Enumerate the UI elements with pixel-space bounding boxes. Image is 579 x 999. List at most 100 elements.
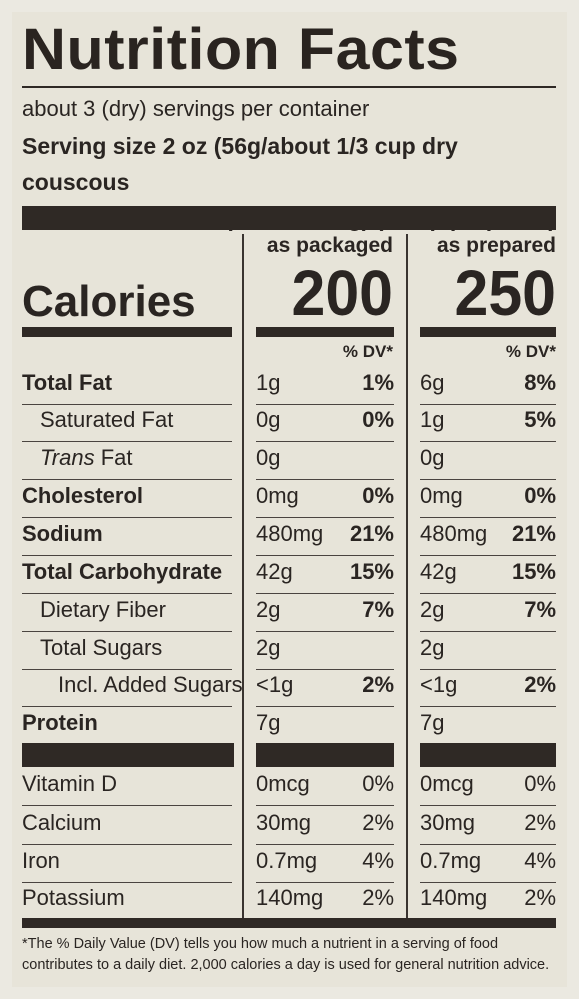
row-separator [22, 844, 232, 845]
amount-packaged: 2g [256, 597, 281, 622]
amount-packaged: 30mg [256, 810, 312, 835]
dv-packaged: 0% [362, 771, 394, 796]
amount-packaged: 7g [256, 710, 281, 735]
row-separator [256, 882, 394, 883]
row-separator [420, 706, 556, 707]
row-separator [22, 404, 232, 405]
calories-label: Calories [22, 277, 196, 326]
dv-prepared: 0% [524, 771, 556, 796]
nutrient-name: Dietary Fiber [40, 597, 166, 622]
dv-prepared: 0% [524, 483, 556, 508]
row-separator [420, 669, 556, 670]
serving-thick-bar [22, 206, 556, 230]
nutrient-name: Saturated Fat [40, 407, 174, 432]
dv-packaged: 4% [362, 848, 394, 873]
row-separator [22, 479, 232, 480]
dv-prepared: 2% [524, 810, 556, 835]
nutrient-row: Sodium 480mg 21% 480mg 21% [22, 517, 562, 555]
nutrient-row: Incl. Added Sugars <1g 2% <1g 2% [22, 668, 562, 706]
serving-size-line-1: Serving size 2 oz (56g/about 1/3 cup dry… [22, 133, 458, 195]
row-separator [22, 805, 232, 806]
amount-packaged: 140mg [256, 885, 324, 910]
protein-bar-prepared [420, 743, 556, 767]
row-separator [22, 882, 232, 883]
amount-prepared: 6g [420, 370, 445, 395]
nutrient-row: Total Carbohydrate 42g 15% 42g 15% [22, 555, 562, 593]
footnote: *The % Daily Value (DV) tells you how mu… [22, 936, 550, 973]
column-header-packaged: as packaged [266, 234, 393, 257]
title-rule [22, 86, 556, 88]
row-separator [420, 631, 556, 632]
amount-prepared: 0g [420, 445, 445, 470]
nutrition-label-panel [12, 12, 567, 987]
calories-rule-label [22, 327, 232, 337]
row-separator [22, 517, 232, 518]
nutrient-name: Total Sugars [40, 635, 163, 660]
amount-prepared: 1g [420, 407, 445, 432]
dv-prepared: 21% [511, 521, 556, 546]
row-separator [22, 441, 232, 442]
amount-packaged: 0mg [256, 483, 299, 508]
nutrient-name: Cholesterol [22, 483, 144, 508]
vitamin-row: Vitamin D 0mcg 0% 0mcg 0% [22, 767, 562, 805]
dv-header-packaged: % DV* [342, 342, 393, 361]
amount-packaged: 2g [256, 635, 281, 660]
calories-rule-prepared [420, 327, 556, 337]
nutrient-name: Total Carbohydrate [22, 559, 223, 584]
nutrient-name: Incl. Added Sugars [58, 672, 243, 697]
dv-prepared: 15% [511, 559, 556, 584]
dv-packaged: 2% [362, 810, 394, 835]
amount-packaged: 480mg [256, 521, 324, 546]
label-title: Nutrition Facts [22, 17, 460, 82]
nutrient-row: Dietary Fiber 2g 7% 2g 7% [22, 593, 562, 631]
row-separator [22, 631, 232, 632]
row-separator [256, 805, 394, 806]
dv-packaged: 15% [349, 559, 394, 584]
vitamin-row: Iron 0.7mg 4% 0.7mg 4% [22, 844, 562, 882]
amount-prepared: 0.7mg [420, 848, 482, 873]
dv-packaged: 0% [362, 407, 394, 432]
amount-prepared: 480mg [420, 521, 488, 546]
amount-packaged: 0.7mg [256, 848, 318, 873]
dv-prepared: 5% [524, 407, 556, 432]
nutrient-row: Trans Fat 0g 0g [22, 441, 562, 479]
nutrient-name-italic: Trans [40, 445, 95, 470]
row-separator [256, 593, 394, 594]
nutrient-name: Trans Fat [40, 445, 133, 471]
amount-prepared: 42g [420, 559, 457, 584]
calories-rule-packaged [256, 327, 394, 337]
dv-packaged: 1% [362, 370, 394, 395]
amount-prepared: 140mg [420, 885, 488, 910]
row-separator [256, 706, 394, 707]
row-separator [22, 593, 232, 594]
nutrient-row: Total Sugars 2g 2g [22, 631, 562, 669]
amount-packaged: 0g [256, 445, 281, 470]
vitamin-row: Potassium 140mg 2% 140mg 2% [22, 881, 562, 919]
amount-prepared: 2g [420, 635, 445, 660]
nutrient-name: Total Fat [22, 370, 113, 395]
row-separator [420, 404, 556, 405]
nutrient-row: Total Fat 1g 1% 6g 8% [22, 366, 562, 404]
nutrient-name-rest: Fat [94, 445, 133, 470]
dv-header-prepared: % DV* [505, 342, 556, 361]
amount-prepared: 2g [420, 597, 445, 622]
row-separator [256, 844, 394, 845]
amount-packaged: 1g [256, 370, 281, 395]
nutrient-row: Cholesterol 0mg 0% 0mg 0% [22, 479, 562, 517]
calories-packaged: 200 [291, 257, 393, 329]
row-separator [256, 669, 394, 670]
nutrient-name: Protein [22, 710, 98, 735]
nutrient-row: Protein 7g 7g [22, 706, 562, 744]
row-separator [420, 517, 556, 518]
nutrient-row: Saturated Fat 0g 0% 1g 5% [22, 403, 562, 441]
servings-per-container: about 3 (dry) servings per container [22, 96, 370, 121]
row-separator [22, 669, 232, 670]
dv-packaged: 2% [362, 885, 394, 910]
nutrient-name: Sodium [22, 521, 103, 546]
amount-packaged: <1g [256, 672, 294, 697]
protein-bar-label [22, 743, 234, 767]
row-separator [256, 631, 394, 632]
dv-packaged: 21% [349, 521, 394, 546]
amount-prepared: 7g [420, 710, 445, 735]
row-separator [256, 555, 394, 556]
